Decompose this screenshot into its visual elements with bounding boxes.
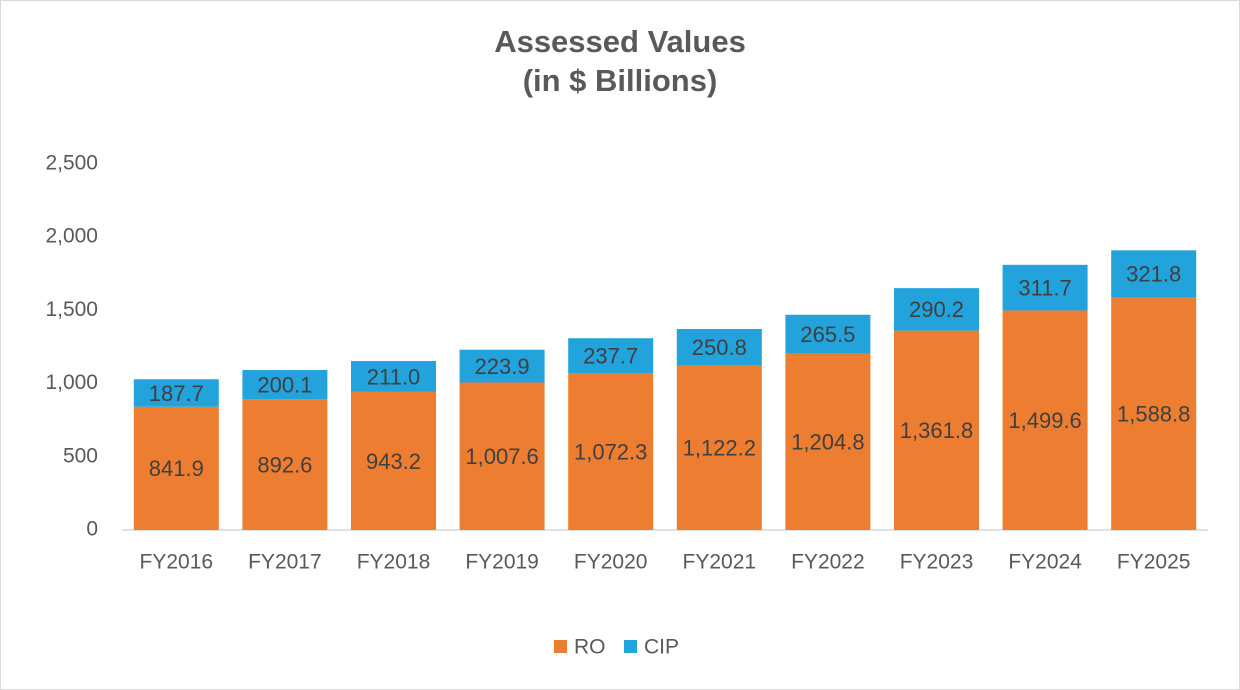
data-label: 250.8 (692, 335, 747, 360)
chart-subtitle: (in $ Billions) (523, 63, 718, 98)
data-label: 1,007.6 (465, 444, 538, 469)
bar-segment (242, 370, 328, 400)
x-tick-label: FY2021 (683, 551, 757, 574)
y-tick-label: 1,500 (45, 298, 98, 321)
bar-segment (1111, 297, 1197, 530)
bar-segment (1002, 264, 1088, 311)
bar-segment (459, 382, 545, 530)
x-tick-label: FY2025 (1117, 551, 1191, 574)
bar-segment (568, 373, 654, 530)
y-tick-label: 2,000 (45, 225, 98, 248)
legend-swatch (554, 640, 567, 653)
bar-segment (676, 365, 762, 530)
bar-segment (785, 353, 871, 530)
data-label: 290.2 (909, 297, 964, 322)
data-label: 321.8 (1126, 262, 1181, 287)
x-tick-label: FY2019 (465, 551, 539, 574)
x-tick-label: FY2024 (1008, 551, 1082, 574)
data-label: 187.7 (149, 381, 204, 406)
data-label: 1,204.8 (791, 430, 864, 455)
bar-segment (242, 399, 328, 530)
bar-segment (351, 361, 436, 392)
bar-segment (133, 406, 219, 530)
data-label: 841.9 (149, 456, 204, 481)
y-tick-label: 2,500 (45, 152, 98, 175)
y-tick-label: 0 (86, 518, 98, 541)
data-label: 223.9 (475, 354, 530, 379)
bar-segment (1002, 310, 1088, 530)
data-label: 1,588.8 (1117, 402, 1190, 427)
bar-segment (1111, 250, 1197, 298)
data-label: 892.6 (257, 452, 312, 477)
x-tick-label: FY2017 (248, 551, 322, 574)
x-tick-label: FY2016 (140, 551, 214, 574)
y-tick-label: 1,000 (45, 371, 98, 394)
y-tick-label: 500 (63, 444, 98, 467)
legend-label: RO (574, 636, 606, 659)
bar-segment (351, 391, 436, 530)
data-label: 943.2 (366, 449, 421, 474)
x-tick-label: FY2023 (900, 551, 974, 574)
bar-segment (785, 314, 871, 354)
data-label: 311.7 (1018, 275, 1071, 300)
x-tick-label: FY2022 (791, 551, 865, 574)
bar-segment (459, 349, 545, 383)
data-label: 265.5 (800, 322, 855, 347)
bar-segment (568, 338, 654, 374)
data-label: 237.7 (583, 343, 638, 368)
legend-label: CIP (644, 636, 679, 659)
data-label: 211.0 (367, 364, 420, 389)
legend-swatch (624, 640, 637, 653)
chart-title: Assessed Values (494, 24, 746, 59)
data-label: 1,072.3 (574, 439, 647, 464)
data-label: 200.1 (257, 372, 312, 397)
bar-segment (133, 379, 219, 407)
bar-segment (676, 328, 762, 366)
data-label: 1,122.2 (683, 436, 756, 461)
data-label: 1,361.8 (900, 418, 973, 443)
bar-segment (894, 330, 979, 530)
bar-segment (894, 288, 979, 331)
data-label: 1,499.6 (1008, 408, 1081, 433)
x-tick-label: FY2018 (357, 551, 431, 574)
x-tick-label: FY2020 (574, 551, 648, 574)
